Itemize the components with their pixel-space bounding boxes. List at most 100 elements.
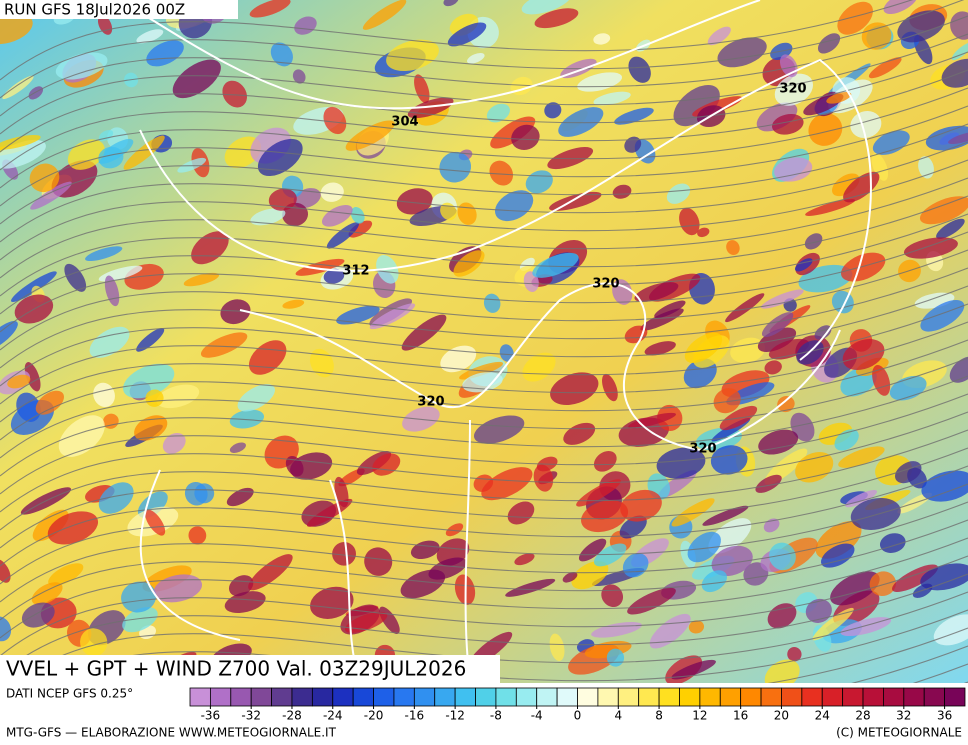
- field-blob: [439, 151, 472, 183]
- field-blob: [462, 372, 503, 393]
- field-blob: [620, 489, 662, 522]
- colorbar-tick-label: 28: [855, 709, 870, 723]
- colorbar-tick-label: -20: [364, 709, 384, 723]
- streamline: [0, 501, 968, 603]
- streamline: [0, 555, 968, 657]
- field-blob: [282, 299, 305, 309]
- streamline: [0, 321, 968, 423]
- colorbar-swatch: [271, 687, 293, 707]
- field-blob: [98, 146, 124, 169]
- field-blob: [826, 92, 852, 104]
- colorbar-tick-label: 8: [655, 709, 663, 723]
- field-blob: [593, 33, 611, 45]
- colorbar-tick-label: 4: [614, 709, 622, 723]
- field-blob: [726, 240, 740, 255]
- colorbar-swatch: [658, 687, 680, 707]
- field-blob: [483, 293, 501, 313]
- field-blob: [644, 341, 676, 356]
- field-blob: [767, 603, 797, 629]
- field-blob: [401, 314, 447, 351]
- field-blob: [593, 450, 617, 472]
- field-blob: [270, 42, 293, 67]
- field-blob: [872, 130, 910, 155]
- field-blob: [123, 135, 165, 170]
- field-blob: [257, 138, 303, 177]
- map-title: VVEL + GPT + WIND Z700 Val. 03Z29JUL2026: [6, 657, 466, 681]
- field-blob: [222, 80, 248, 108]
- field-blob: [220, 299, 251, 325]
- streamline: [0, 519, 968, 621]
- streamline: [0, 69, 968, 171]
- field-blob: [89, 326, 130, 358]
- field-blob: [98, 482, 134, 514]
- field-blob: [474, 415, 525, 444]
- field-blob: [725, 293, 765, 323]
- field-blob: [35, 390, 65, 415]
- streamline: [0, 303, 968, 405]
- field-blob: [121, 581, 157, 613]
- streamline: [0, 285, 968, 387]
- field-blob: [447, 22, 487, 47]
- field-blob: [671, 498, 715, 527]
- field-blob: [774, 73, 814, 106]
- field-blob: [499, 344, 514, 362]
- field-blob: [795, 451, 834, 483]
- colorbar-swatch: [821, 687, 844, 707]
- run-label: RUN GFS 18Jul2026 00Z: [4, 1, 185, 19]
- field-blob: [362, 0, 407, 30]
- field-blob: [224, 591, 266, 614]
- colorbar-swatch: [434, 687, 456, 707]
- colorbar-swatch: [801, 687, 823, 707]
- colorbar-swatch: [250, 687, 272, 707]
- field-blob: [941, 58, 968, 88]
- streamline: [0, 123, 968, 225]
- field-blob: [194, 483, 215, 504]
- title-box: [0, 655, 500, 683]
- colorbar-swatch: [699, 687, 721, 707]
- field-blob: [295, 258, 345, 276]
- field-blob: [532, 252, 579, 278]
- colorbar-swatch: [413, 687, 436, 707]
- colorbar-tick-label: -12: [445, 709, 465, 723]
- field-blob: [581, 500, 629, 533]
- field-blob: [320, 182, 344, 202]
- colorbar-swatch: [679, 687, 701, 707]
- field-blob: [702, 505, 749, 526]
- contour-label: 320: [592, 277, 619, 292]
- field-blob: [918, 156, 934, 179]
- footer-left: MTG-GFS — ELABORAZIONE WWW.METEOGIORNALE…: [6, 726, 337, 740]
- field-blob: [805, 199, 856, 216]
- colorbar-tick-label: -8: [490, 709, 502, 723]
- field-blob: [805, 598, 832, 623]
- field-blob: [348, 220, 373, 238]
- field-blob: [440, 202, 457, 221]
- field-blob: [521, 0, 572, 15]
- field-blob: [679, 207, 700, 236]
- field-blob: [440, 345, 477, 373]
- colorbar-swatch: [311, 687, 334, 707]
- field-blob: [903, 237, 958, 259]
- colorbar-tick-label: -28: [282, 709, 302, 723]
- colorbar-tick-label: 12: [692, 709, 707, 723]
- field-blob: [336, 305, 380, 325]
- field-blob: [323, 106, 347, 135]
- colorbar-swatch: [638, 687, 660, 707]
- field-blob: [838, 446, 885, 468]
- colorbar-swatch: [944, 687, 966, 707]
- colorbar-swatch: [373, 687, 395, 707]
- field-blob: [486, 103, 510, 123]
- field-blob: [717, 37, 767, 68]
- field-blob: [345, 120, 395, 151]
- field-blob: [134, 415, 168, 441]
- field-blob: [292, 69, 306, 84]
- field-blob: [624, 136, 642, 153]
- colorbar-swatch: [862, 687, 884, 707]
- field-blob: [200, 332, 248, 358]
- field-blob: [32, 509, 69, 542]
- field-blob: [602, 373, 618, 402]
- colorbar-swatch: [291, 687, 313, 707]
- field-blob: [24, 362, 41, 392]
- streamline: [0, 393, 968, 495]
- colorbar-tick-label: 32: [896, 709, 911, 723]
